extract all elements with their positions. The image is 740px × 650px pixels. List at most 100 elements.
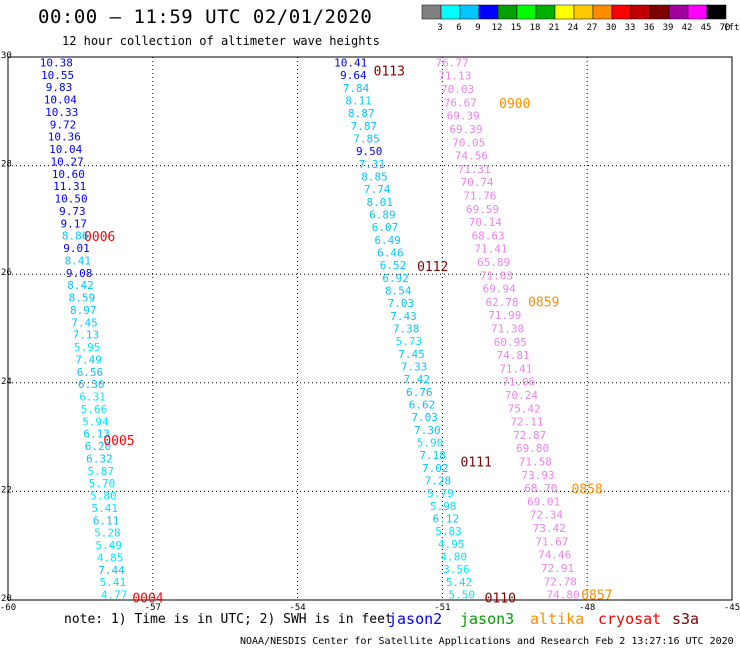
swh-value-label: 8.85 bbox=[361, 170, 388, 183]
swh-value-label: 10.04 bbox=[49, 143, 82, 156]
swh-value-label: 6.07 bbox=[372, 221, 399, 234]
swh-value-label: 9.50 bbox=[356, 145, 383, 158]
swh-value-label: 62.78 bbox=[485, 296, 518, 309]
swh-value-label: 6.92 bbox=[382, 272, 409, 285]
swh-value-label: 5.50 bbox=[448, 589, 475, 602]
colorbar-swatch bbox=[592, 4, 613, 20]
swh-value-label: 71.41 bbox=[499, 362, 532, 375]
swh-value-label: 5.83 bbox=[435, 525, 462, 538]
swh-value-label: 65.89 bbox=[477, 256, 510, 269]
legend-s3a: s3a bbox=[672, 610, 700, 628]
swh-value-label: 3.56 bbox=[443, 563, 470, 576]
swh-value-label: 7.45 bbox=[71, 316, 98, 329]
colorbar-label: 70 bbox=[720, 23, 731, 33]
colorbar-label: (ft) bbox=[723, 23, 740, 33]
swh-value-label: 73.42 bbox=[533, 522, 566, 535]
swh-value-label: 71.06 bbox=[502, 376, 535, 389]
plot-frame bbox=[7, 56, 733, 601]
swh-value-label: 6.20 bbox=[85, 440, 112, 453]
swh-value-label: 5.42 bbox=[446, 576, 473, 589]
swh-value-label: 9.64 bbox=[340, 69, 367, 82]
colorbar-swatch bbox=[668, 4, 689, 20]
swh-value-label: 4.85 bbox=[97, 551, 124, 564]
swh-value-label: 6.31 bbox=[79, 391, 106, 404]
pass-time-label: 0857 bbox=[581, 589, 612, 604]
colorbar-swatch bbox=[706, 4, 727, 20]
pass-time-label: 0110 bbox=[485, 591, 516, 606]
swh-value-label: 5.73 bbox=[396, 335, 423, 348]
swh-value-label: 68.63 bbox=[472, 229, 505, 242]
swh-value-label: 71.13 bbox=[438, 70, 471, 83]
swh-value-label: 6.46 bbox=[377, 246, 404, 259]
swh-value-label: 5.66 bbox=[81, 403, 108, 416]
swh-value-label: 9.17 bbox=[61, 217, 88, 230]
swh-value-label: 10.55 bbox=[41, 69, 74, 82]
swh-value-label: 5.49 bbox=[96, 539, 123, 552]
swh-value-label: 6.52 bbox=[380, 259, 407, 272]
colorbar-swatch bbox=[630, 4, 651, 20]
swh-value-label: 7.13 bbox=[73, 329, 100, 342]
colorbar-swatch bbox=[516, 4, 537, 20]
swh-value-label: 6.56 bbox=[77, 366, 104, 379]
swh-value-label: 7.38 bbox=[393, 323, 420, 336]
swh-value-label: 5.87 bbox=[87, 465, 114, 478]
pass-time-label: 0113 bbox=[374, 65, 405, 80]
swh-value-label: 6.89 bbox=[369, 208, 396, 221]
swh-value-label: 72.87 bbox=[513, 429, 546, 442]
swh-value-label: 9.83 bbox=[46, 81, 73, 94]
colorbar-swatch bbox=[687, 4, 708, 20]
legend-jason3: jason3 bbox=[460, 610, 515, 628]
pass-time-label: 0112 bbox=[417, 260, 448, 275]
x-tick-label: -54 bbox=[289, 603, 305, 613]
legend-altika: altika bbox=[530, 610, 585, 628]
swh-value-label: 7.44 bbox=[98, 564, 125, 577]
swh-value-label: 72.78 bbox=[544, 575, 577, 588]
swh-value-label: 60.95 bbox=[494, 336, 527, 349]
swh-value-label: 71.30 bbox=[491, 323, 524, 336]
units-note: note: 1) Time is in UTC; 2) SWH is in fe… bbox=[64, 612, 393, 627]
colorbar-label: 39 bbox=[663, 23, 674, 33]
colorbar-label: 30 bbox=[606, 23, 617, 33]
swh-value-label: 4.95 bbox=[438, 538, 465, 551]
swh-value-label: 8.86 bbox=[62, 230, 89, 243]
y-tick-label: 30 bbox=[1, 51, 12, 61]
colorbar-label: 3 bbox=[437, 23, 442, 33]
swh-value-label: 69.59 bbox=[466, 203, 499, 216]
swh-value-label: 8.01 bbox=[367, 196, 394, 209]
swh-value-label: 10.36 bbox=[48, 131, 81, 144]
swh-value-label: 6.11 bbox=[93, 514, 120, 527]
swh-value-label: 70.14 bbox=[469, 216, 502, 229]
colorbar-label: 33 bbox=[625, 23, 636, 33]
swh-value-label: 74.80 bbox=[547, 589, 580, 602]
colorbar-label: 12 bbox=[492, 23, 503, 33]
swh-value-label: 7.03 bbox=[411, 411, 438, 424]
pass-time-label: 0005 bbox=[103, 434, 134, 449]
swh-value-label: 7.45 bbox=[398, 348, 425, 361]
colorbar-label: 6 bbox=[456, 23, 461, 33]
swh-value-label: 7.18 bbox=[419, 449, 446, 462]
swh-value-label: 6.49 bbox=[374, 234, 401, 247]
swh-value-label: 5.79 bbox=[427, 487, 454, 500]
legend-jason2: jason2 bbox=[388, 610, 443, 628]
pass-time-label: 0900 bbox=[499, 97, 530, 112]
swh-value-label: 7.03 bbox=[388, 297, 415, 310]
colorbar-swatch bbox=[554, 4, 575, 20]
swh-value-label: 71.41 bbox=[474, 243, 507, 256]
swh-value-label: 8.11 bbox=[345, 94, 372, 107]
swh-value-label: 5.94 bbox=[82, 415, 109, 428]
swh-value-label: 69.80 bbox=[516, 442, 549, 455]
swh-value-label: 8.87 bbox=[348, 107, 375, 120]
swh-value-label: 10.38 bbox=[40, 56, 73, 69]
swh-value-label: 8.97 bbox=[70, 304, 97, 317]
swh-value-label: 9.01 bbox=[63, 242, 90, 255]
colorbar-swatch bbox=[421, 4, 442, 20]
colorbar-label: 27 bbox=[587, 23, 598, 33]
colorbar-swatch bbox=[497, 4, 518, 20]
swh-value-label: 7.28 bbox=[425, 475, 452, 488]
swh-value-label: 5.41 bbox=[92, 502, 119, 515]
swh-value-label: 72.11 bbox=[510, 416, 543, 429]
swh-value-label: 7.02 bbox=[422, 462, 449, 475]
swh-value-label: 69.94 bbox=[483, 283, 516, 296]
swh-value-label: 5.28 bbox=[94, 527, 121, 540]
